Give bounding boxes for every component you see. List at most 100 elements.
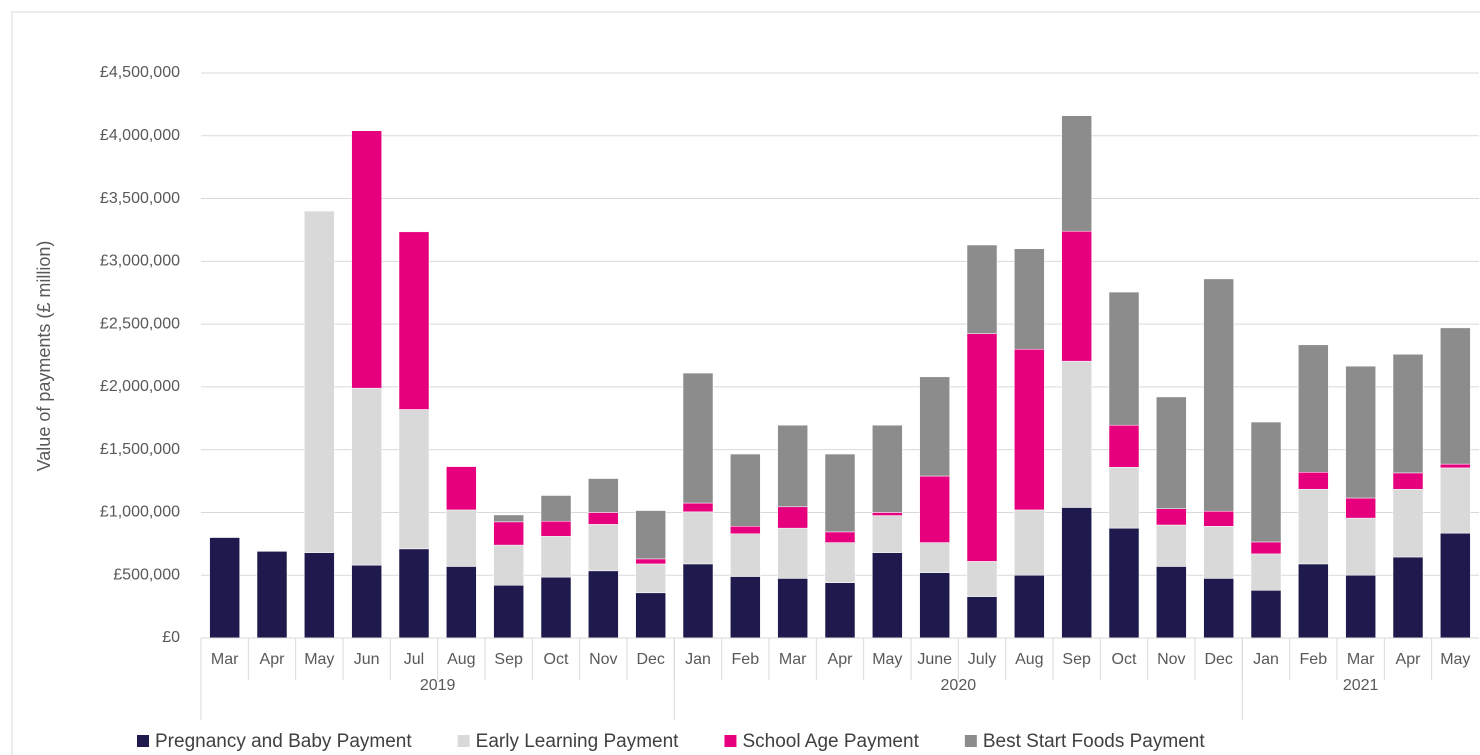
bar-segment [398,409,430,550]
bar-segment [1108,291,1140,426]
x-tick-label: May [1440,651,1470,668]
bar-segment [588,512,619,525]
bar-segment [540,520,572,537]
bar-segment [872,552,903,639]
bar-segment [966,596,998,639]
y-tick-label: £2,500,000 [100,315,180,332]
bar-segment [966,333,998,562]
legend-label: School Age Payment [742,731,919,752]
bar-segment [1298,344,1329,473]
bar-segment [209,537,240,639]
bar-segment [966,244,998,334]
year-label: 2020 [941,677,977,694]
bar-segment [824,542,856,584]
bar-segment [1440,532,1471,639]
bar-segment [635,563,666,594]
bar-segment [919,572,950,639]
y-tick-label: £4,000,000 [100,127,180,144]
bar-segment [919,475,950,543]
bar-segment [588,570,619,639]
x-tick-label: Feb [732,651,760,668]
year-label: 2019 [420,677,456,694]
bar-segment [1250,541,1282,555]
x-tick-label: July [968,651,996,668]
bar-segment [1061,360,1092,508]
y-tick-label: £0 [162,629,180,646]
bar-segment [1061,115,1092,232]
x-tick-label: Nov [1157,651,1185,668]
x-tick-label: Mar [779,651,807,668]
bar-segment [777,578,808,639]
bar-segment [1392,488,1424,558]
bar-segment [777,424,808,508]
bar-segment [1345,517,1376,576]
bar-segment [1014,348,1045,511]
bar-segment [446,566,477,639]
bar-segment [446,509,477,567]
y-tick-label: £4,500,000 [100,64,180,81]
legend-label: Pregnancy and Baby Payment [155,731,412,752]
bar-segment [966,561,998,597]
bar-segment [1014,509,1045,576]
x-tick-label: June [917,651,952,668]
x-tick-label: Dec [636,651,664,668]
bar-segment [1392,472,1424,490]
bar-segment [1298,563,1329,639]
bar-segment [588,524,619,572]
bar-segment [1250,421,1282,543]
x-tick-label: Sep [494,651,523,668]
legend-swatch [457,735,470,747]
x-tick-label: May [872,651,902,668]
bar-segment [540,495,572,522]
y-tick-label: £2,000,000 [100,378,180,395]
bar-segment [919,376,950,477]
bar-segment [1392,353,1424,474]
bar-segment [1203,278,1234,512]
bar-segment [398,548,430,639]
bar-segment [872,512,903,516]
bar-segment [777,506,808,529]
y-tick-label: £1,000,000 [100,504,180,521]
bar-segment [1014,574,1045,639]
x-tick-label: Jan [685,651,711,668]
x-tick-label: Apr [828,651,854,668]
x-tick-label: Apr [1396,651,1422,668]
x-tick-label: Sep [1062,651,1091,668]
bar-segment [635,558,666,565]
x-tick-label: Dec [1204,651,1232,668]
y-tick-label: £1,500,000 [100,441,180,458]
bar-segment [682,563,714,639]
legend-label: Best Start Foods Payment [983,731,1205,752]
bar-segment [777,527,808,579]
bar-segment [730,533,761,577]
bar-segment [824,453,856,533]
bar-segment [493,521,524,546]
bar-segment [635,510,666,560]
bar-segment [493,514,524,523]
x-tick-label: Nov [589,651,617,668]
bar-segment [1203,510,1234,527]
bar-segment [351,564,382,639]
bar-segment [1156,396,1187,509]
bar-segment [1440,467,1471,534]
bar-segment [398,231,430,410]
bar-segment [730,576,761,639]
x-tick-label: Jan [1253,651,1279,668]
bar-segment [1298,488,1329,565]
legend-swatch [137,735,149,747]
bar-segment [1345,574,1376,639]
y-tick-label: £3,000,000 [100,253,180,270]
bar-segment [1250,590,1282,639]
bar-segment [1203,578,1234,639]
x-tick-label: Mar [1347,651,1375,668]
bar-segment [1156,524,1187,567]
legend-swatch [724,735,737,747]
bar-segment [1061,230,1092,362]
bar-segment [1061,507,1092,639]
bar-segment [682,372,714,504]
bar-segment [304,552,335,639]
bar-segment [730,453,761,527]
bar-segment [872,424,903,513]
x-tick-label: Jul [404,651,424,668]
bar-segment [1108,424,1140,468]
